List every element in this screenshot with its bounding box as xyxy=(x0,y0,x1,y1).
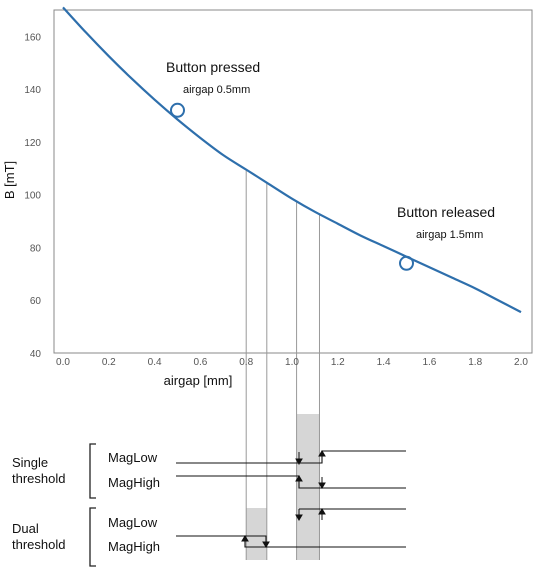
x-tick-label: 1.4 xyxy=(377,357,391,368)
x-tick-label: 0.0 xyxy=(56,357,70,368)
annotation-button-released-title: Button released xyxy=(397,204,495,220)
dual-threshold-bracket xyxy=(89,507,96,567)
single-maghigh-label: MagHigh xyxy=(108,475,160,490)
y-axis-title: B [mT] xyxy=(2,161,17,199)
y-tick-label: 60 xyxy=(30,296,42,307)
y-axis-ticks: 40 60 80 100 120 140 160 xyxy=(24,32,41,360)
single-threshold-label: Single threshold xyxy=(12,455,65,486)
x-tick-label: 0.2 xyxy=(102,357,116,368)
dual-maghigh-waveform xyxy=(176,535,406,548)
x-axis-ticks: 0.0 0.2 0.4 0.6 0.8 1.0 1.2 1.4 1.6 1.8 2.0 xyxy=(56,357,528,368)
timing-shaded-regions xyxy=(246,414,320,560)
dual-maglow-label: MagLow xyxy=(108,515,158,530)
dual-threshold-label: Dual threshold xyxy=(12,521,65,552)
y-tick-label: 160 xyxy=(24,32,41,43)
y-tick-label: 120 xyxy=(24,138,41,149)
single-maglow-label: MagLow xyxy=(108,450,158,465)
transition-arrows xyxy=(241,450,326,548)
x-tick-label: 2.0 xyxy=(514,357,528,368)
point-marker xyxy=(170,102,185,118)
single-threshold-bracket xyxy=(89,443,96,499)
dual-threshold-hysteresis-band xyxy=(246,508,267,560)
x-tick-label: 1.2 xyxy=(331,357,345,368)
x-tick-label: 0.6 xyxy=(193,357,207,368)
y-tick-label: 100 xyxy=(24,191,41,202)
vertical-drop-lines xyxy=(245,169,320,560)
y-tick-label: 140 xyxy=(24,85,41,96)
x-axis-title: airgap [mm] xyxy=(164,373,233,388)
single-maglow-waveform xyxy=(176,450,406,464)
point-marker xyxy=(399,255,414,271)
single-maghigh-waveform xyxy=(176,475,406,489)
x-tick-label: 1.0 xyxy=(285,357,299,368)
threshold-timing-diagram: Single threshold Dual threshold MagLow Mag… xyxy=(12,443,406,567)
plot-frame xyxy=(53,9,533,354)
field-curve xyxy=(62,6,522,314)
dual-maghigh-label: MagHigh xyxy=(108,539,160,554)
y-tick-label: 40 xyxy=(30,349,42,360)
x-tick-label: 1.6 xyxy=(422,357,436,368)
annotation-button-pressed-title: Button pressed xyxy=(166,59,260,75)
x-tick-label: 0.8 xyxy=(239,357,253,368)
single-threshold-hysteresis-band xyxy=(296,414,320,560)
point-markers xyxy=(170,102,414,271)
y-tick-label: 80 xyxy=(30,243,42,254)
x-tick-label: 0.4 xyxy=(148,357,162,368)
annotation-button-pressed-airgap: airgap 0.5mm xyxy=(183,84,250,96)
x-tick-label: 1.8 xyxy=(468,357,482,368)
annotation-button-released-airgap: airgap 1.5mm xyxy=(416,229,483,241)
